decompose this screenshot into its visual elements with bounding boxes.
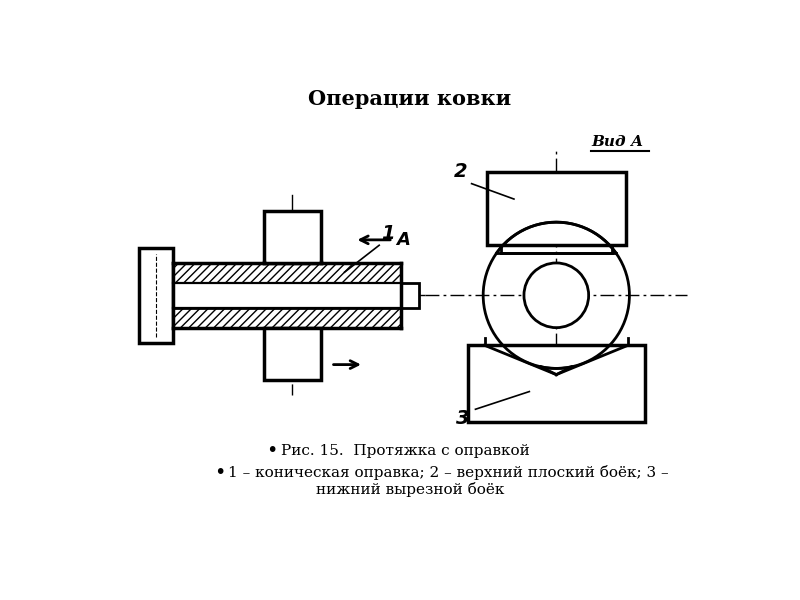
Text: •: • bbox=[266, 442, 278, 460]
Bar bbox=[173, 283, 401, 308]
Text: нижний вырезной боёк: нижний вырезной боёк bbox=[316, 482, 504, 497]
Text: •: • bbox=[214, 463, 226, 482]
Text: A: A bbox=[396, 231, 410, 249]
Bar bbox=[264, 328, 322, 380]
Bar bbox=[487, 172, 626, 245]
Bar bbox=[173, 308, 401, 328]
Text: Операции ковки: Операции ковки bbox=[308, 89, 512, 109]
Text: Вид А: Вид А bbox=[592, 135, 644, 149]
Text: 1 – коническая оправка; 2 – верхний плоский боёк; 3 –: 1 – коническая оправка; 2 – верхний плос… bbox=[228, 465, 669, 480]
Text: 1: 1 bbox=[382, 224, 395, 243]
Bar bbox=[401, 283, 419, 308]
Bar bbox=[468, 346, 645, 422]
Bar bbox=[173, 263, 401, 283]
Text: 2: 2 bbox=[454, 163, 468, 181]
Bar bbox=[139, 248, 173, 343]
Text: Рис. 15.  Протяжка с оправкой: Рис. 15. Протяжка с оправкой bbox=[281, 444, 530, 458]
Bar bbox=[264, 211, 322, 263]
Text: 3: 3 bbox=[457, 409, 470, 428]
Circle shape bbox=[524, 263, 589, 328]
